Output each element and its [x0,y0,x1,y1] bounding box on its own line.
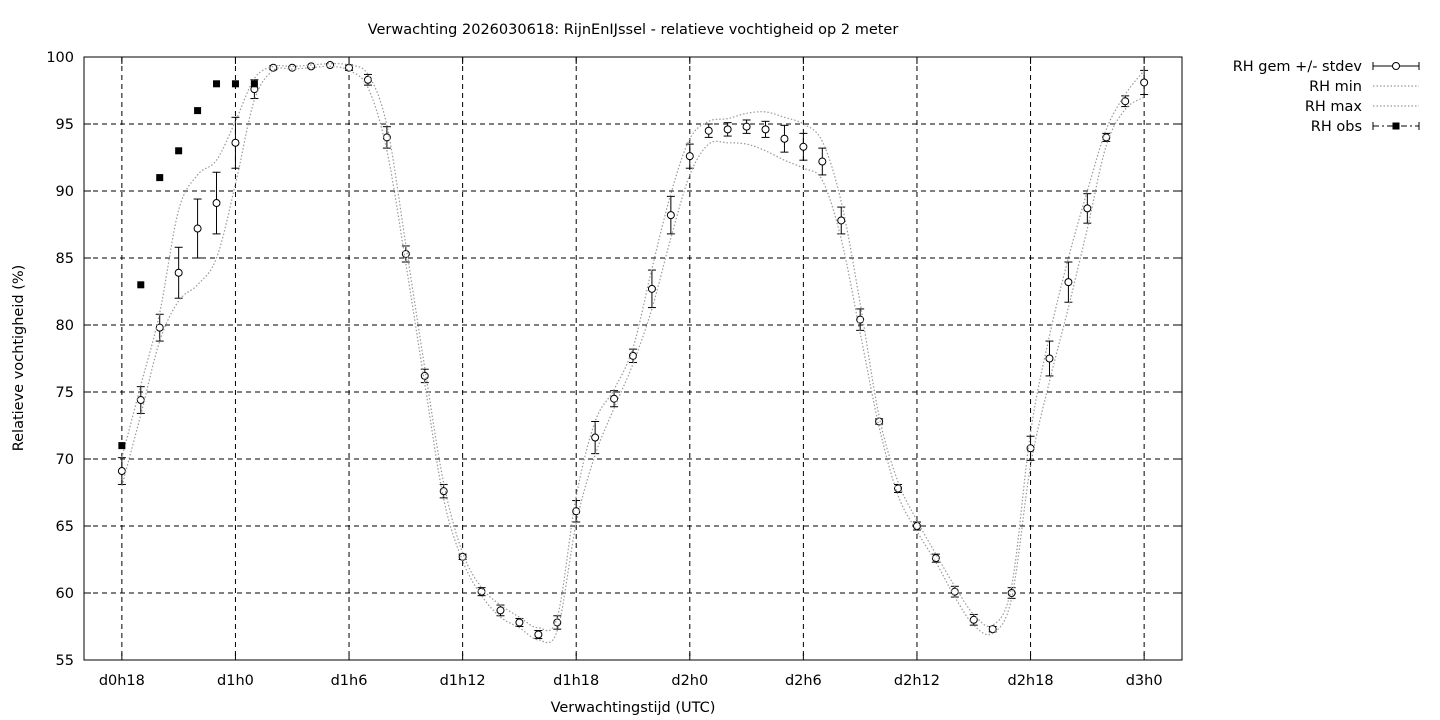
x-axis-label: Verwachtingstijd (UTC) [551,700,716,716]
legend-label: RH obs [1311,119,1362,135]
y-tick-label: 65 [56,519,74,535]
data-point [761,125,770,134]
legend-label: RH max [1305,99,1363,115]
data-point [401,249,410,258]
x-tick-label: d2h18 [1008,673,1054,689]
data-point [117,467,126,476]
data-point [193,224,202,233]
x-tick-label: d0h18 [99,673,145,689]
data-point [212,199,221,208]
data-point [1064,278,1073,287]
data-point [931,554,940,563]
y-axis-label: Relatieve vochtigheid (%) [11,265,27,452]
obs-point [156,174,164,182]
series-1 [117,61,1149,640]
data-point [326,61,335,70]
data-point [231,138,240,147]
obs-point [231,80,239,88]
data-point [307,62,316,71]
data-point [856,315,865,324]
x-tick-label: d1h0 [217,673,254,689]
data-point [496,606,505,615]
data-point [1140,78,1149,87]
obs-point [250,80,258,88]
data-point [647,284,656,293]
data-point [704,126,713,135]
y-tick-label: 100 [46,50,74,66]
x-tick-label: d2h12 [894,673,940,689]
legend: RH gem +/- stdev RH min RH max RH obs [1233,59,1420,135]
y-tick-label: 55 [56,653,74,669]
y-tick-label: 95 [56,117,74,133]
data-point [1045,354,1054,363]
data-point [288,63,297,72]
chart-title: Verwachting 2026030618: RijnEnIJssel - r… [368,22,899,38]
data-point [1007,589,1016,597]
data-point [780,134,789,143]
obs-point [194,107,202,115]
data-point [363,75,372,84]
data-point [534,630,543,639]
data-point [799,142,808,151]
legend-label: RH min [1309,79,1362,95]
data-point [685,152,694,161]
data-point [610,394,619,403]
data-point [477,587,486,596]
y-tick-label: 90 [56,184,74,200]
y-tick-label: 70 [56,452,74,468]
data-point [1121,97,1130,106]
y-tick-label: 75 [56,385,74,401]
data-point [155,323,164,332]
x-tick-label: d2h0 [671,673,708,689]
data-point [666,211,675,220]
axis-layer: 55 60 65 70 75 80 85 90 95 100 d0h18 d1h0 d1h6 d1h12 d… [46,50,1182,689]
series-line [121,63,1145,632]
x-tick-label: d1h18 [553,673,599,689]
grid-layer [84,57,1182,660]
legend-sample-marker [1392,62,1400,70]
obs-point [213,80,221,88]
data-point [420,371,429,380]
y-tick-label: 60 [56,586,74,602]
x-tick-label: d1h6 [331,673,368,689]
y-tick-label: 80 [56,318,74,334]
data-point [742,122,751,131]
series-3 [121,63,1145,632]
series-4 [118,80,258,450]
legend-label: RH gem +/- stdev [1233,59,1363,75]
x-tick-label: d1h12 [440,673,486,689]
series-layer [117,61,1149,644]
legend-sample-marker [1392,122,1400,130]
data-point [174,268,183,277]
x-tick-label: d3h0 [1126,673,1163,689]
data-point [818,157,827,166]
x-tick-label: d2h6 [785,673,822,689]
data-point [723,125,732,134]
obs-point [137,281,145,289]
data-point [1083,204,1092,213]
data-point [515,618,524,627]
data-point [439,487,448,496]
plot-frame [83,56,1183,661]
obs-point [118,442,126,450]
data-point [837,216,846,225]
data-point [136,396,145,405]
y-tick-label: 85 [56,251,74,267]
data-point [875,417,884,426]
data-point [969,615,978,624]
obs-point [175,147,183,155]
data-point [591,433,600,442]
